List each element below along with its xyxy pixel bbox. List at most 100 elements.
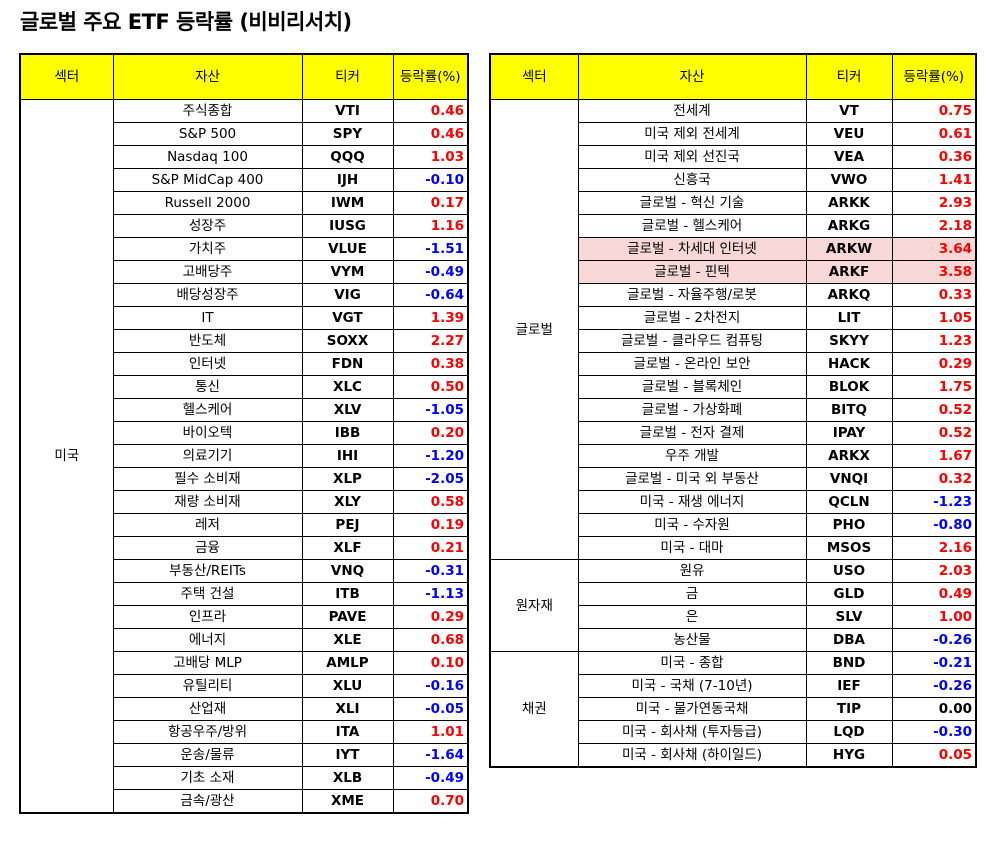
ticker-cell: VT [805, 99, 893, 123]
rate-cell: -1.64 [392, 743, 469, 767]
rate-cell: 3.64 [891, 237, 977, 261]
asset-cell: 산업재 [112, 697, 303, 721]
asset-cell: 우주 개발 [577, 444, 807, 468]
asset-cell: S&P 500 [112, 122, 303, 146]
rate-cell: 1.23 [891, 329, 977, 353]
asset-cell: IT [112, 306, 303, 330]
rate-cell: -0.21 [891, 651, 977, 675]
ticker-cell: VWO [805, 168, 893, 192]
asset-cell: 인프라 [112, 605, 303, 629]
asset-cell: 성장주 [112, 214, 303, 238]
rate-cell: 0.36 [891, 145, 977, 169]
asset-cell: 바이오텍 [112, 421, 303, 445]
asset-cell: 인터넷 [112, 352, 303, 376]
asset-cell: 헬스케어 [112, 398, 303, 422]
header-asset: 자산 [577, 53, 807, 100]
asset-cell: 미국 - 국채 (7-10년) [577, 674, 807, 698]
table-row: 글로벌 - 차세대 인터넷 ARKW 3.64 [490, 237, 977, 261]
table-row: 글로벌 - 헬스케어 ARKG 2.18 [490, 214, 977, 238]
rate-cell: 0.58 [392, 490, 469, 514]
table-row: 고배당 MLP AMLP 0.10 [20, 651, 469, 675]
ticker-cell: VEU [805, 122, 893, 146]
rate-cell: 0.20 [392, 421, 469, 445]
table-row: 고배당주 VYM -0.49 [20, 260, 469, 284]
ticker-cell: LIT [805, 306, 893, 330]
table-row: 원자재 원유 USO 2.03 [489, 559, 977, 652]
ticker-cell: IBB [301, 421, 394, 445]
rate-cell: 0.52 [891, 398, 977, 422]
ticker-cell: ITA [301, 720, 394, 744]
asset-cell: 가치주 [112, 237, 303, 261]
header-rate: 등락률(%) [392, 53, 469, 100]
asset-cell: Nasdaq 100 [112, 145, 303, 169]
header-asset: 자산 [112, 53, 303, 100]
rate-cell: -0.49 [392, 766, 469, 790]
ticker-cell: HYG [805, 743, 893, 768]
rate-cell: 0.70 [392, 789, 469, 814]
asset-cell: 글로벌 - 클라우드 컴퓨팅 [577, 329, 807, 353]
ticker-cell: AMLP [301, 651, 394, 675]
ticker-cell: PAVE [301, 605, 394, 629]
asset-cell: 전세계 [577, 99, 807, 123]
rate-cell: -0.05 [392, 697, 469, 721]
ticker-cell: XLU [301, 674, 394, 698]
ticker-cell: IWM [301, 191, 394, 215]
ticker-cell: HACK [805, 352, 893, 376]
asset-cell: 미국 - 대마 [577, 536, 807, 560]
table-body-right: 글로벌 전세계 VT 0.75 미국 제외 전세계 VEU 0.61 미국 제외 선진국 VEA… [489, 99, 977, 768]
ticker-cell: ARKQ [805, 283, 893, 307]
asset-cell: 기초 소재 [112, 766, 303, 790]
rate-cell: -0.30 [891, 720, 977, 744]
table-row: S&P MidCap 400 IJH -0.10 [20, 168, 469, 192]
asset-cell: 미국 제외 전세계 [577, 122, 807, 146]
rate-cell: -1.23 [891, 490, 977, 514]
ticker-cell: IHI [301, 444, 394, 468]
table-row: 운송/물류 IYT -1.64 [20, 743, 469, 767]
asset-cell: 글로벌 - 핀텍 [577, 260, 807, 284]
ticker-cell: QQQ [301, 145, 394, 169]
asset-cell: 금속/광산 [112, 789, 303, 814]
ticker-cell: SPY [301, 122, 394, 146]
ticker-cell: XLP [301, 467, 394, 491]
table-row: 우주 개발 ARKX 1.67 [490, 444, 977, 468]
rate-cell: 0.29 [392, 605, 469, 629]
ticker-cell: XME [301, 789, 394, 814]
ticker-cell: BITQ [805, 398, 893, 422]
asset-cell: 미국 - 회사채 (투자등급) [577, 720, 807, 744]
ticker-cell: GLD [805, 582, 893, 606]
rate-cell: 0.32 [891, 467, 977, 491]
rate-cell: 1.67 [891, 444, 977, 468]
ticker-cell: VYM [301, 260, 394, 284]
rate-cell: 1.16 [392, 214, 469, 238]
ticker-cell: XLE [301, 628, 394, 652]
asset-cell: 미국 - 종합 [577, 651, 807, 675]
ticker-cell: VTI [301, 99, 394, 123]
header-ticker: 티커 [301, 53, 394, 100]
header-sector: 섹터 [489, 53, 579, 100]
table-row: 의료기기 IHI -1.20 [20, 444, 469, 468]
rate-cell: -1.13 [392, 582, 469, 606]
asset-cell: 재량 소비재 [112, 490, 303, 514]
rate-cell: 1.41 [891, 168, 977, 192]
asset-cell: 반도체 [112, 329, 303, 353]
table-row: 기초 소재 XLB -0.49 [20, 766, 469, 790]
table-row: Nasdaq 100 QQQ 1.03 [20, 145, 469, 169]
asset-cell: 은 [577, 605, 807, 629]
asset-cell: 글로벌 - 가상화폐 [577, 398, 807, 422]
etf-table-right: 섹터 자산 티커 등락률(%) 글로벌 전세계 VT 0.75 미국 제외 전세계 VEU… [489, 53, 977, 768]
table-row: 반도체 SOXX 2.27 [20, 329, 469, 353]
table-row: 가치주 VLUE -1.51 [20, 237, 469, 261]
ticker-cell: XLC [301, 375, 394, 399]
table-row: 글로벌 - 가상화폐 BITQ 0.52 [490, 398, 977, 422]
rate-cell: -1.51 [392, 237, 469, 261]
rate-cell: -1.05 [392, 398, 469, 422]
ticker-cell: ARKW [805, 237, 893, 261]
ticker-cell: BLOK [805, 375, 893, 399]
ticker-cell: MSOS [805, 536, 893, 560]
table-row: 미국 주식종합 VTI 0.46 [19, 99, 469, 814]
ticker-cell: ARKF [805, 260, 893, 284]
rate-cell: 1.75 [891, 375, 977, 399]
rate-cell: 0.46 [392, 99, 469, 123]
ticker-cell: IPAY [805, 421, 893, 445]
ticker-cell: VLUE [301, 237, 394, 261]
